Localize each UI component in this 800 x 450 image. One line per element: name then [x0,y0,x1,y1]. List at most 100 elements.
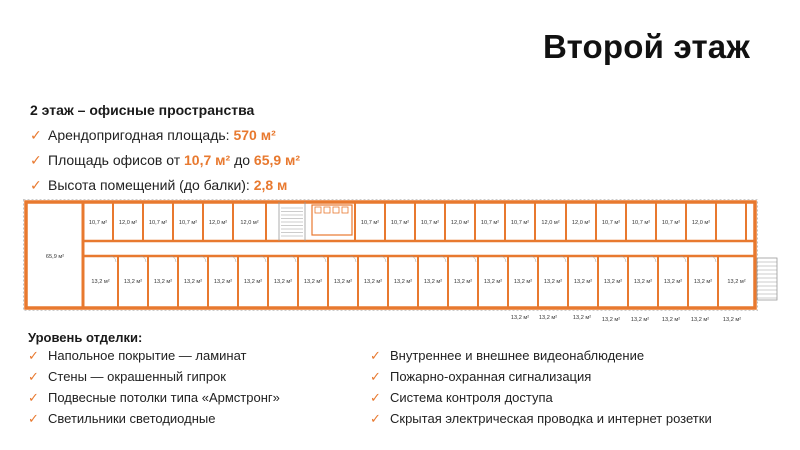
room-area-label: 13,2 м² [634,279,652,285]
check-icon: ✓ [370,369,381,384]
room-area-label: 13,2 м² [514,279,532,285]
door-arc [439,255,447,263]
summary-item-rentable-area: ✓ Арендопригодная площадь: 570 м² [30,127,276,144]
room-area-label: 13,2 м² [244,279,262,285]
door-arc [469,255,477,263]
room-area-label: 13,2 м² [364,279,382,285]
room-area-label: 13,2 м² [454,279,472,285]
finish-item-access-control: ✓ Система контроля доступа [370,390,553,406]
check-icon: ✓ [370,390,381,405]
check-icon: ✓ [28,390,39,405]
room-area-label: 65,9 м² [46,254,64,260]
finish-item-label: Внутреннее и внешнее видеонаблюдение [390,348,645,363]
summary-value: 570 м² [233,127,276,143]
room-area-label: 13,2 м² [602,317,620,323]
wc-cabin [341,206,349,214]
finish-item-ceiling: ✓ Подвесные потолки типа «Армстронг» [28,390,280,406]
room-area-label: 13,2 м² [573,315,591,321]
room-area-label: 13,2 м² [124,279,142,285]
finish-item-label: Пожарно-охранная сигнализация [390,369,592,384]
room-area-label: 13,2 м² [664,279,682,285]
summary-label: Арендопригодная площадь: [48,127,230,143]
finish-item-floor: ✓ Напольное покрытие — ламинат [28,348,247,364]
door-arc [229,255,237,263]
check-icon: ✓ [370,348,381,363]
finish-item-lighting: ✓ Светильники светодиодные [28,411,215,427]
room-area-label: 13,2 м² [334,279,352,285]
room-area-label: 13,2 м² [694,279,712,285]
finish-item-label: Система контроля доступа [390,390,553,405]
room-area-label: 13,2 м² [91,279,109,285]
check-icon: ✓ [30,152,42,168]
room-area-label: 10,7 м² [179,220,197,226]
room-area-label: 13,2 м² [484,279,502,285]
check-icon: ✓ [30,127,42,143]
room-area-label: 13,2 м² [511,315,529,321]
wc-cabin [314,206,322,214]
wc-cabin [323,206,331,214]
check-icon: ✓ [28,411,39,426]
door-arc [319,255,327,263]
summary-value: 2,8 м [253,177,288,193]
room-area-label: 10,7 м² [602,220,620,226]
summary-item-ceiling-height: ✓ Высота помещений (до балки): 2,8 м [30,177,287,194]
door-arc [289,255,297,263]
room-area-label: 13,2 м² [691,317,709,323]
finish-item-label: Стены — окрашенный гипрок [48,369,226,384]
door-arc [649,255,657,263]
room-area-label: 10,7 м² [89,220,107,226]
summary-label: Площадь офисов от [48,152,181,168]
finish-item-label: Подвесные потолки типа «Армстронг» [48,390,280,405]
finish-item-wiring: ✓ Скрытая электрическая проводка и интерн… [370,411,712,427]
finish-item-label: Скрытая электрическая проводка и интерне… [390,411,712,426]
door-arc [139,255,147,263]
summary-value-max: 65,9 м² [253,152,301,168]
summary-value-min: 10,7 м² [184,152,231,168]
external-stair [756,257,778,301]
room-area-label: 10,7 м² [391,220,409,226]
room-area-label: 12,0 м² [572,220,590,226]
door-arc [709,255,717,263]
door-arc [559,255,567,263]
room-area-label: 13,2 м² [304,279,322,285]
room-area-label: 13,2 м² [184,279,202,285]
check-icon: ✓ [30,177,42,193]
room-area-label: 13,2 м² [154,279,172,285]
room-area-label: 10,7 м² [511,220,529,226]
room-area-label: 12,0 м² [119,220,137,226]
finish-item-video: ✓ Внутреннее и внешнее видеонаблюдение [370,348,644,364]
floor-summary-title: 2 этаж – офисные пространства [30,102,255,118]
door-arc [109,255,117,263]
room-area-label: 10,7 м² [481,220,499,226]
check-icon: ✓ [370,411,381,426]
wc-cabin [332,206,340,214]
finish-item-fire-alarm: ✓ Пожарно-охранная сигнализация [370,369,591,385]
room-area-label: 13,2 м² [214,279,232,285]
door-arc [169,255,177,263]
page-title: Второй этаж [543,28,750,65]
room-area-label: 10,7 м² [421,220,439,226]
door-arc [259,255,267,263]
room-area-label: 13,2 м² [544,279,562,285]
room-area-label: 13,2 м² [274,279,292,285]
finish-item-label: Светильники светодиодные [48,411,216,426]
room-area-label: 12,0 м² [209,220,227,226]
summary-connector: до [234,152,251,168]
door-arc [679,255,687,263]
door-arc [199,255,207,263]
room-area-label: 12,0 м² [541,220,559,226]
check-icon: ✓ [28,369,39,384]
summary-item-office-area: ✓ Площадь офисов от 10,7 м² до 65,9 м² [30,152,300,169]
room-area-label: 10,7 м² [632,220,650,226]
room-area-label: 10,7 м² [662,220,680,226]
room-area-label: 13,2 м² [574,279,592,285]
summary-label: Высота помещений (до балки): [48,177,250,193]
room-area-label: 10,7 м² [149,220,167,226]
door-arc [379,255,387,263]
door-arc [619,255,627,263]
room-area-label: 13,2 м² [727,279,745,285]
finish-level-title: Уровень отделки: [28,330,143,345]
finish-item-label: Напольное покрытие — ламинат [48,348,247,363]
door-arc [409,255,417,263]
outer-wall-outline [23,199,758,311]
